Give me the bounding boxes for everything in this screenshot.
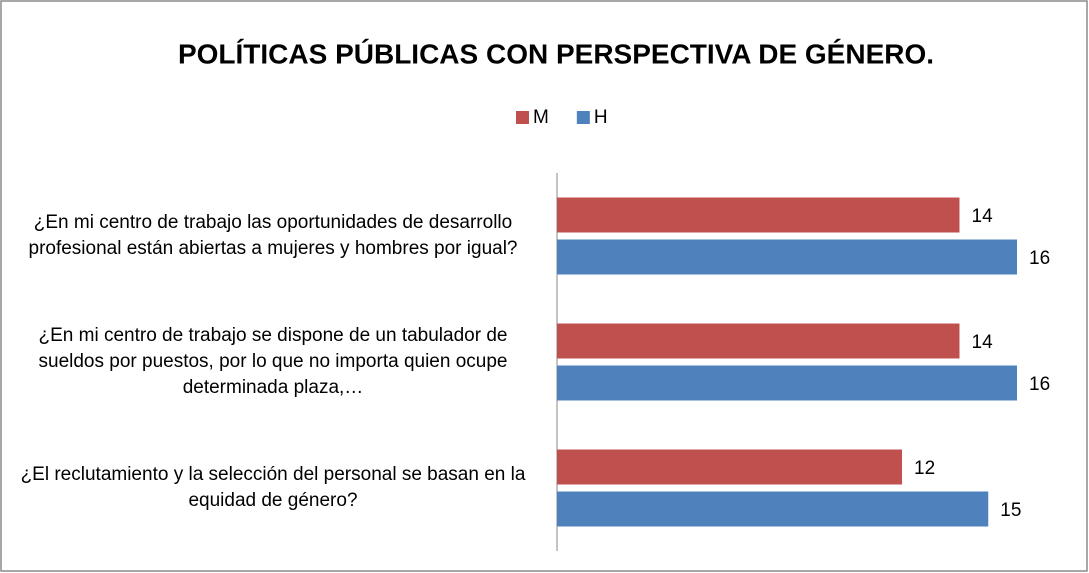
bar bbox=[557, 491, 989, 527]
value-label: 16 bbox=[1029, 374, 1050, 395]
bar bbox=[557, 449, 902, 485]
legend-label: H bbox=[594, 107, 608, 128]
value-label: 12 bbox=[914, 458, 935, 479]
category-label: ¿El reclutamiento y la selección del per… bbox=[20, 464, 526, 511]
value-label: 16 bbox=[1029, 248, 1050, 269]
value-label: 14 bbox=[972, 332, 994, 353]
bar bbox=[557, 197, 960, 233]
bar bbox=[557, 239, 1017, 275]
legend-swatch bbox=[516, 111, 529, 124]
value-label: 15 bbox=[1000, 500, 1021, 521]
legend-swatch bbox=[576, 111, 590, 124]
category-label: ¿En mi centro de trabajo se dispone de u… bbox=[38, 325, 508, 398]
bar bbox=[557, 365, 1017, 401]
bar bbox=[557, 323, 960, 359]
legend-label: M bbox=[533, 107, 549, 128]
value-label: 14 bbox=[972, 206, 994, 227]
chart-title: POLÍTICAS PÚBLICAS CON PERSPECTIVA DE GÉ… bbox=[178, 38, 934, 69]
category-label: ¿En mi centro de trabajo las oportunidad… bbox=[28, 212, 518, 259]
